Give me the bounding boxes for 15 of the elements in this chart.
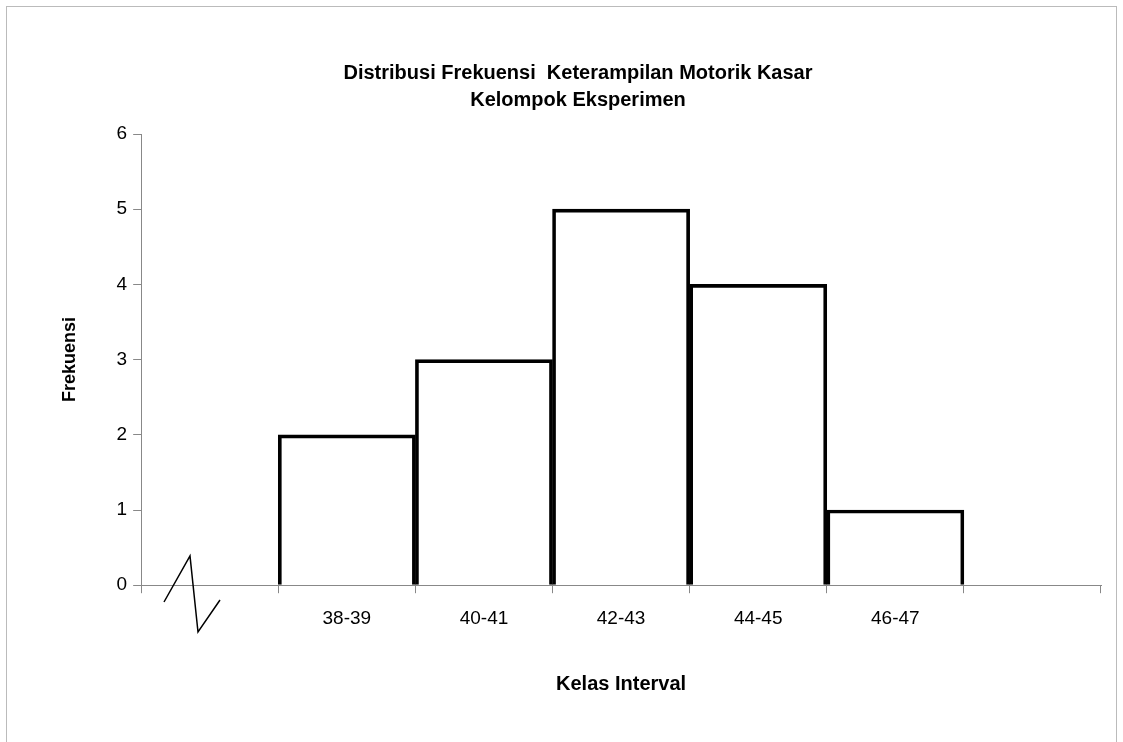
y-tick-label: 0 xyxy=(116,573,128,595)
x-tick-label: 42-43 xyxy=(596,606,646,628)
x-tick-label: 46-47 xyxy=(871,606,920,628)
y-tick-label: 1 xyxy=(116,498,128,520)
y-tick-label: 6 xyxy=(116,122,128,144)
chart-title: Distribusi Frekuensi Keterampilan Motorik Kasar Kelompok Eksperimen xyxy=(343,61,813,111)
x-tick-label: 38-39 xyxy=(322,606,372,628)
y-tick-label: 3 xyxy=(116,347,128,369)
x-tick-label: 44-45 xyxy=(733,606,783,628)
x-axis-title: Kelas Interval xyxy=(556,671,687,694)
y-tick-label: 4 xyxy=(116,272,128,294)
y-tick-label: 2 xyxy=(116,423,128,445)
y-axis-title: Frekuensi xyxy=(58,317,79,403)
x-tick-label: 40-41 xyxy=(459,606,509,628)
y-tick-label: 5 xyxy=(116,197,128,219)
